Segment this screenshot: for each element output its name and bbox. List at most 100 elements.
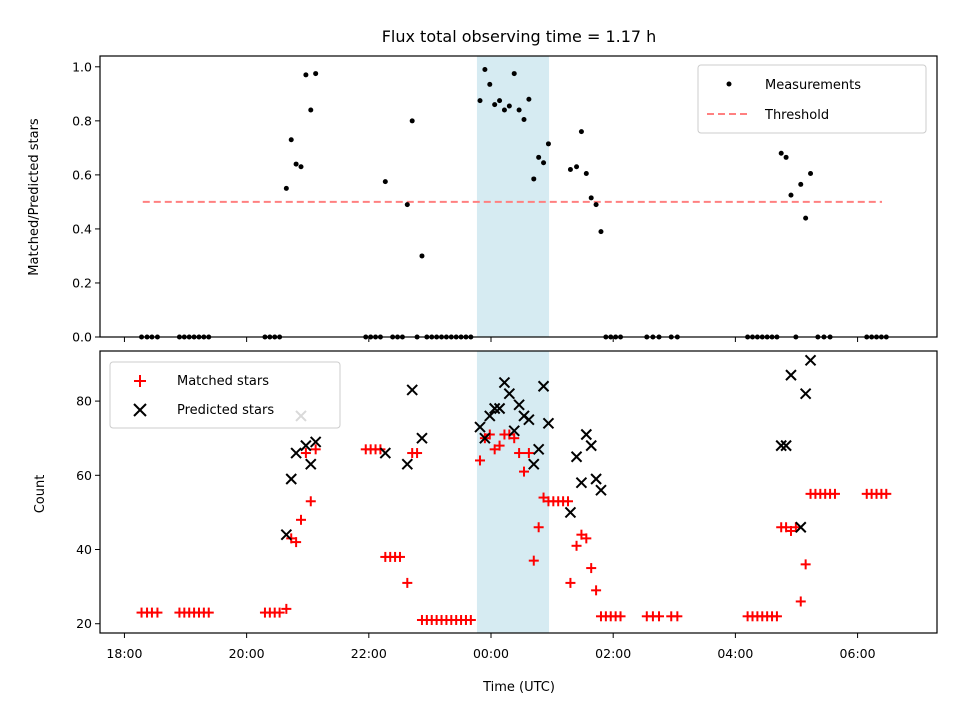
predicted-star-point xyxy=(542,417,555,430)
x-tick-label: 18:00 xyxy=(106,646,142,661)
measurement-point xyxy=(574,164,580,170)
top-panel: 0.0 0.2 0.4 0.6 0.8 1.0 Matched/Predicted sta… xyxy=(27,55,938,345)
predicted-star-stroke xyxy=(474,421,486,433)
measurement-point xyxy=(308,107,314,113)
measurement-point xyxy=(808,171,814,177)
measurement-point xyxy=(313,71,319,77)
predicted-star-point xyxy=(503,387,516,400)
predicted-star-stroke xyxy=(575,477,588,489)
measurement-point xyxy=(536,154,542,160)
measurement-point xyxy=(788,192,794,198)
predicted-star-stroke xyxy=(503,387,516,400)
predicted-star-point xyxy=(488,402,501,415)
predicted-star-point xyxy=(513,399,525,411)
measurement-point xyxy=(588,195,594,201)
bottom-legend-box xyxy=(109,361,341,429)
x-tick-label: 04:00 xyxy=(717,646,753,661)
top-y-tick-label: 0.6 xyxy=(72,167,92,182)
measurement-point xyxy=(578,129,584,135)
matched-star-point xyxy=(533,522,544,533)
predicted-star-point xyxy=(508,425,520,437)
predicted-star-stroke xyxy=(537,380,550,392)
measurement-point xyxy=(298,164,304,170)
measurement-point xyxy=(506,103,512,109)
predicted-star-point xyxy=(309,436,322,448)
matched-star-point xyxy=(562,496,573,507)
measurement-point xyxy=(598,229,604,235)
predicted-star-stroke xyxy=(493,402,506,415)
bottom-y-tick-label: 60 xyxy=(76,468,92,483)
predicted-star-stroke xyxy=(590,473,602,485)
predicted-star-stroke xyxy=(416,432,428,444)
predicted-star-point xyxy=(285,473,297,485)
bottom-y-tick-label: 80 xyxy=(76,394,92,409)
predicted-star-point xyxy=(280,528,293,541)
top-legend: Measurements Threshold xyxy=(697,64,927,134)
matched-star-point xyxy=(310,444,321,455)
predicted-star-stroke xyxy=(795,521,807,533)
measurement-point xyxy=(501,107,507,113)
matched-star-point xyxy=(281,603,292,614)
predicted-star-point xyxy=(300,439,312,452)
matched-star-point xyxy=(771,611,782,622)
predicted-star-stroke xyxy=(484,410,496,422)
matched-star-point xyxy=(402,577,413,588)
matched-star-point xyxy=(615,611,626,622)
top-y-tick-label: 0.2 xyxy=(72,275,92,290)
predicted-star-stroke xyxy=(290,447,302,459)
predicted-star-point xyxy=(493,402,506,415)
predicted-star-stroke xyxy=(580,428,593,441)
measurement-point xyxy=(419,253,425,259)
top-y-tick-label: 0.4 xyxy=(72,221,92,236)
predicted-star-stroke xyxy=(595,484,607,496)
chart-title: Flux total observing time = 1.17 h xyxy=(382,27,657,46)
measurement-point xyxy=(521,116,527,122)
predicted-star-stroke xyxy=(564,506,577,519)
bottom-y-tick-label: 40 xyxy=(76,542,92,557)
matched-star-point xyxy=(305,496,316,507)
matched-star-point xyxy=(152,607,163,618)
x-tick-label: 06:00 xyxy=(840,646,876,661)
predicted-star-point xyxy=(401,458,414,470)
predicted-star-point xyxy=(575,477,588,489)
measurement-point xyxy=(583,171,589,177)
predicted-star-stroke xyxy=(513,399,525,411)
predicted-star-point xyxy=(537,380,550,392)
predicted-star-point xyxy=(523,413,535,426)
predicted-star-stroke xyxy=(508,425,520,437)
bottom-legend: Matched stars Predicted stars xyxy=(109,361,341,429)
top-y-tick-label: 0.0 xyxy=(72,330,92,345)
measurement-point xyxy=(511,71,517,77)
matched-star-point xyxy=(475,455,486,466)
measurement-point xyxy=(409,118,415,124)
predicted-star-point xyxy=(795,521,807,533)
matched-star-point xyxy=(203,607,214,618)
predicted-star-point xyxy=(305,458,317,470)
predicted-star-stroke xyxy=(309,436,322,448)
measurement-point xyxy=(293,161,299,167)
predicted-star-stroke xyxy=(305,458,317,470)
bottom-y-axis-label: Count xyxy=(33,475,48,514)
x-tick-label: 02:00 xyxy=(595,646,631,661)
matched-star-point xyxy=(790,522,801,533)
matched-star-point xyxy=(829,488,840,499)
measurement-point xyxy=(382,179,388,185)
predicted-star-stroke xyxy=(528,458,540,470)
predicted-star-stroke xyxy=(498,376,511,389)
measurement-point xyxy=(567,166,573,172)
predicted-star-point xyxy=(479,432,491,444)
measurement-point xyxy=(283,185,289,191)
measurement-point xyxy=(593,202,599,208)
matched-star-point xyxy=(300,448,311,459)
matched-star-point xyxy=(518,466,529,477)
measurement-point xyxy=(497,98,503,104)
measurement-point xyxy=(531,176,537,182)
matched-star-point xyxy=(586,563,597,574)
predicted-star-stroke xyxy=(775,439,787,452)
legend-label-measurements: Measurements xyxy=(765,78,861,93)
predicted-star-point xyxy=(595,484,607,496)
measurement-point xyxy=(803,215,809,221)
matched-star-point xyxy=(514,448,525,459)
measurement-point xyxy=(303,72,309,78)
